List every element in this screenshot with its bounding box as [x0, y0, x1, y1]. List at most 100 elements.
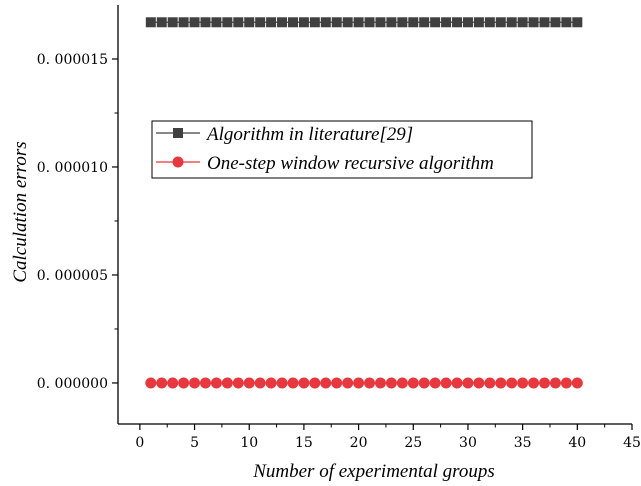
data-point-series-1: [397, 17, 408, 28]
data-point-series-2: [549, 377, 561, 389]
legend: Algorithm in literature[29] One-step win…: [151, 120, 533, 179]
data-point-series-1: [353, 17, 364, 28]
data-point-series-1: [189, 17, 200, 28]
data-point-series-2: [298, 377, 310, 389]
data-point-series-2: [418, 377, 430, 389]
x-axis-title: Number of experimental groups: [252, 461, 495, 482]
data-point-series-2: [429, 377, 441, 389]
data-point-series-1: [462, 17, 473, 28]
data-point-series-2: [517, 377, 529, 389]
data-point-series-1: [298, 17, 309, 28]
data-point-series-2: [254, 377, 266, 389]
data-point-series-1: [408, 17, 419, 28]
y-axis-title: Calculation errors: [10, 141, 31, 282]
data-point-series-2: [309, 377, 321, 389]
data-point-series-2: [506, 377, 518, 389]
data-point-series-1: [331, 17, 342, 28]
data-point-series-2: [287, 377, 299, 389]
x-tick-label: 15: [295, 435, 313, 451]
x-tick-label: 45: [623, 435, 641, 451]
data-point-series-2: [385, 377, 397, 389]
axes: [117, 5, 632, 425]
data-point-series-1: [473, 17, 484, 28]
x-tick-label: 35: [514, 435, 532, 451]
series-group: [145, 17, 583, 389]
data-point-series-2: [145, 377, 157, 389]
data-point-series-1: [528, 17, 539, 28]
data-point-series-2: [331, 377, 343, 389]
data-point-series-2: [276, 377, 288, 389]
data-point-series-2: [539, 377, 551, 389]
data-point-series-2: [451, 377, 463, 389]
x-tick-label: 20: [350, 435, 368, 451]
x-ticks: 0 5 10 15 20 25 30 35 40 45: [135, 424, 641, 451]
x-tick-label: 30: [459, 435, 477, 451]
x-tick-label: 0: [135, 435, 144, 451]
data-point-series-2: [353, 377, 365, 389]
data-point-series-2: [484, 377, 496, 389]
data-point-series-2: [167, 377, 179, 389]
y-tick-label: 0. 000010: [37, 160, 108, 176]
data-point-series-2: [199, 377, 211, 389]
data-point-series-1: [156, 17, 167, 28]
data-point-series-2: [232, 377, 244, 389]
data-point-series-2: [374, 377, 386, 389]
data-point-series-1: [495, 17, 506, 28]
data-point-series-2: [156, 377, 168, 389]
y-tick-label: 0. 000000: [37, 376, 108, 392]
data-point-series-1: [222, 17, 233, 28]
x-tick-label: 5: [190, 435, 199, 451]
data-point-series-2: [528, 377, 540, 389]
legend-marker-series-1: [173, 128, 183, 138]
data-point-series-1: [287, 17, 298, 28]
data-point-series-1: [430, 17, 441, 28]
data-point-series-2: [265, 377, 277, 389]
legend-label-series-2: One-step window recursive algorithm: [207, 153, 494, 174]
data-point-series-1: [342, 17, 353, 28]
data-point-series-1: [539, 17, 550, 28]
data-point-series-2: [364, 377, 376, 389]
legend-label-series-1: Algorithm in literature[29]: [205, 124, 413, 145]
data-point-series-2: [560, 377, 572, 389]
data-point-series-2: [210, 377, 222, 389]
data-point-series-1: [145, 17, 156, 28]
x-tick-label: 40: [568, 435, 586, 451]
data-point-series-1: [233, 17, 244, 28]
legend-marker-series-2: [172, 156, 184, 168]
data-point-series-1: [178, 17, 189, 28]
y-tick-label: 0. 000015: [37, 52, 108, 68]
data-point-series-2: [189, 377, 201, 389]
data-point-series-1: [386, 17, 397, 28]
data-point-series-2: [178, 377, 190, 389]
x-tick-label: 10: [240, 435, 258, 451]
data-point-series-1: [364, 17, 375, 28]
data-point-series-1: [561, 17, 572, 28]
y-ticks: 0. 000000 0. 000005 0. 000010 0. 000015: [37, 52, 118, 392]
data-point-series-1: [309, 17, 320, 28]
data-point-series-1: [320, 17, 331, 28]
data-point-series-2: [473, 377, 485, 389]
data-point-series-1: [266, 17, 277, 28]
data-point-series-1: [375, 17, 386, 28]
data-point-series-2: [571, 377, 583, 389]
data-point-series-2: [320, 377, 332, 389]
data-point-series-1: [419, 17, 430, 28]
data-point-series-1: [484, 17, 495, 28]
data-point-series-1: [506, 17, 517, 28]
data-point-series-2: [221, 377, 233, 389]
legend-box: [151, 120, 533, 179]
data-point-series-2: [243, 377, 255, 389]
data-point-series-2: [396, 377, 408, 389]
y-tick-label: 0. 000005: [37, 268, 108, 284]
data-point-series-1: [167, 17, 178, 28]
data-point-series-1: [550, 17, 561, 28]
data-point-series-1: [211, 17, 222, 28]
data-point-series-1: [244, 17, 255, 28]
data-point-series-1: [572, 17, 583, 28]
data-point-series-1: [517, 17, 528, 28]
data-point-series-1: [441, 17, 452, 28]
data-point-series-1: [452, 17, 463, 28]
data-point-series-2: [407, 377, 419, 389]
data-point-series-1: [255, 17, 266, 28]
